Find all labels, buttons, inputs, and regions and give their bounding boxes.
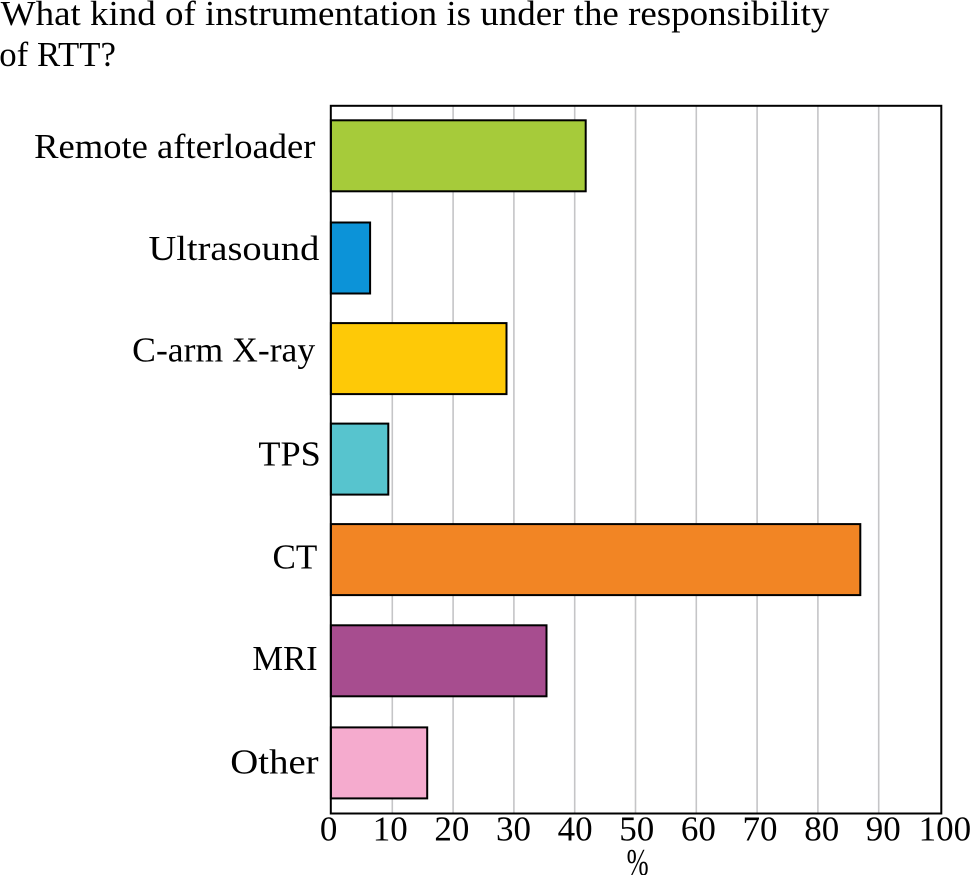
svg-text:50: 50: [619, 810, 654, 849]
svg-text:What kind of instrumentation i: What kind of instrumentation is under th…: [1, 0, 830, 33]
svg-text:%: %: [627, 842, 649, 875]
svg-text:40: 40: [558, 810, 593, 849]
svg-text:of RTT?: of RTT?: [0, 35, 116, 74]
svg-text:Ultrasound: Ultrasound: [149, 229, 320, 268]
svg-text:90: 90: [866, 810, 901, 849]
svg-text:70: 70: [743, 810, 778, 849]
svg-text:CT: CT: [273, 537, 318, 576]
svg-text:Remote afterloader: Remote afterloader: [34, 127, 316, 166]
svg-text:20: 20: [434, 810, 469, 849]
svg-text:100: 100: [919, 810, 970, 849]
svg-text:60: 60: [681, 810, 716, 849]
svg-text:MRI: MRI: [252, 639, 317, 678]
svg-text:TPS: TPS: [258, 434, 320, 473]
svg-text:Other: Other: [230, 743, 319, 782]
svg-text:10: 10: [373, 810, 408, 849]
svg-text:0: 0: [320, 810, 338, 849]
svg-text:80: 80: [804, 810, 839, 849]
svg-text:C-arm X-ray: C-arm X-ray: [132, 331, 315, 370]
svg-text:30: 30: [496, 810, 531, 849]
